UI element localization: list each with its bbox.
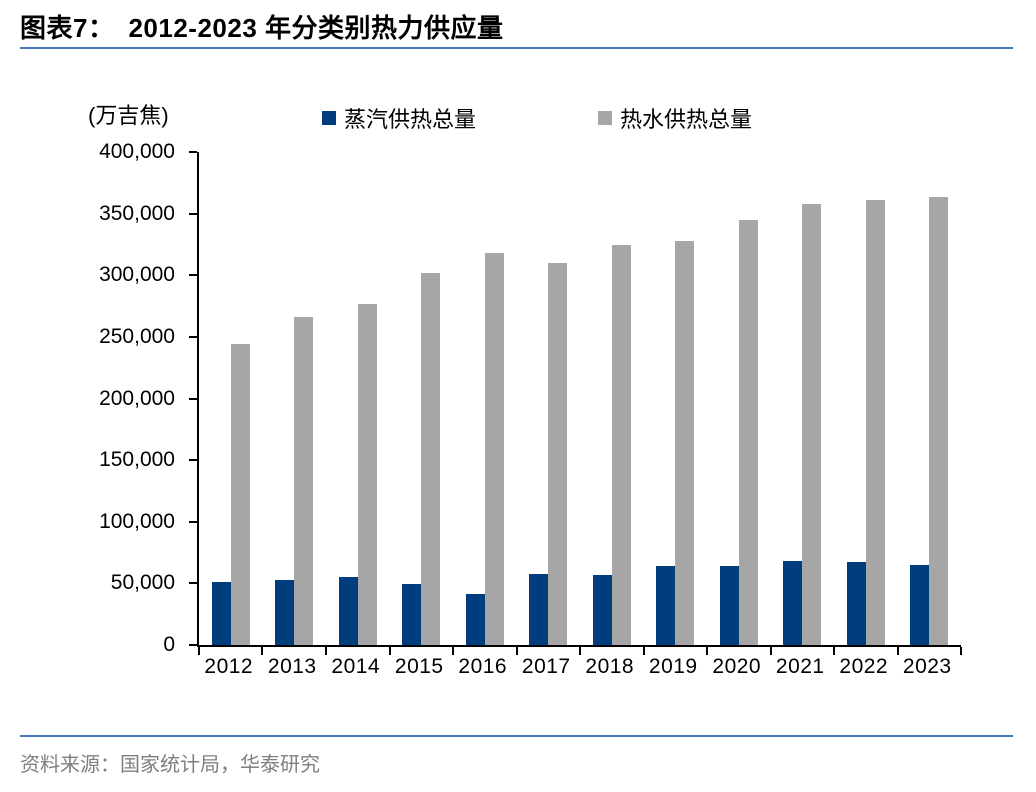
bar-group-2015 bbox=[390, 152, 454, 645]
x-axis-tick bbox=[388, 647, 391, 655]
y-axis-tick-labels: 0 50,000 100,000 150,000 200,000 250,000 300,0… bbox=[60, 141, 175, 656]
title-divider-line bbox=[20, 47, 1013, 49]
x-axis-label-2022: 2022 bbox=[839, 655, 889, 678]
figure-title: 图表7： 2012-2023 年分类别热力供应量 bbox=[20, 8, 1012, 45]
steam-bar-2012 bbox=[211, 582, 231, 645]
hotwater-legend-swatch-icon bbox=[598, 111, 613, 125]
x-axis-label-2018: 2018 bbox=[585, 655, 635, 678]
bar-group-2022 bbox=[834, 152, 898, 645]
steam-bar-2016 bbox=[465, 594, 485, 645]
y-axis-unit-label: (万吉焦) bbox=[88, 103, 169, 128]
bar-group-2021 bbox=[771, 152, 835, 645]
x-axis-tick bbox=[960, 647, 962, 655]
bar-groups bbox=[199, 152, 961, 645]
hotwater-bar-2018 bbox=[611, 245, 631, 645]
source-note: 资料来源：国家统计局，华泰研究 bbox=[20, 754, 320, 776]
x-axis-tick bbox=[198, 647, 200, 655]
x-axis-label-2014: 2014 bbox=[331, 655, 381, 678]
x-axis-label-2021: 2021 bbox=[775, 655, 825, 678]
hotwater-bar-2017 bbox=[548, 263, 568, 645]
y-axis-tick-label: 400,000 bbox=[99, 140, 175, 163]
y-axis-tick-label: 0 bbox=[163, 633, 175, 656]
steam-bar-2023 bbox=[910, 565, 930, 645]
figure-title-text: 2012-2023 年分类别热力供应量 bbox=[128, 13, 504, 43]
steam-legend-swatch-icon bbox=[322, 111, 336, 125]
bar-group-2016 bbox=[453, 152, 517, 645]
y-axis-tick-label: 200,000 bbox=[99, 386, 175, 410]
x-axis-tick bbox=[705, 647, 708, 655]
x-axis-tick bbox=[579, 647, 581, 655]
y-axis-tick bbox=[189, 459, 197, 462]
plot-area bbox=[189, 151, 962, 655]
x-axis-tick bbox=[833, 647, 835, 655]
hotwater-bar-2014 bbox=[357, 304, 377, 645]
bar-group-2023 bbox=[898, 152, 962, 645]
bar-group-2017 bbox=[517, 152, 581, 645]
y-axis-tick bbox=[189, 151, 197, 153]
x-axis-tick bbox=[515, 647, 518, 655]
bar-group-2012 bbox=[199, 152, 263, 645]
x-axis-label-2020: 2020 bbox=[712, 655, 762, 678]
y-axis-tick bbox=[189, 582, 197, 585]
x-axis-tick bbox=[769, 647, 772, 655]
steam-bar-2017 bbox=[529, 574, 549, 645]
hotwater-bar-2016 bbox=[484, 253, 504, 645]
x-axis-label-2017: 2017 bbox=[521, 655, 571, 678]
bar-group-2019 bbox=[644, 152, 708, 645]
footer-divider-line bbox=[20, 735, 1013, 737]
figure-header: 图表7： 2012-2023 年分类别热力供应量 bbox=[20, 8, 1012, 45]
bar-group-2014 bbox=[326, 152, 390, 645]
hotwater-bar-2021 bbox=[802, 204, 822, 645]
hotwater-bar-2020 bbox=[738, 220, 758, 645]
figure-number-label: 图表7： bbox=[20, 13, 115, 43]
y-axis-tick bbox=[189, 274, 197, 277]
x-axis-tick bbox=[324, 647, 327, 655]
steam-bar-2019 bbox=[656, 566, 676, 645]
hotwater-bar-2012 bbox=[230, 344, 250, 645]
legend-entry-hotwater: 热水供热总量 bbox=[598, 102, 752, 134]
legend-entry-steam: 蒸汽供热总量 bbox=[322, 102, 476, 134]
steam-bar-2013 bbox=[275, 580, 295, 645]
y-axis-tick-label: 150,000 bbox=[99, 448, 175, 472]
steam-bar-2021 bbox=[783, 561, 803, 645]
x-axis-label-2023: 2023 bbox=[902, 655, 952, 678]
hotwater-bar-2022 bbox=[865, 200, 885, 645]
y-axis-tick bbox=[189, 397, 197, 400]
y-axis-tick bbox=[189, 335, 197, 338]
steam-bar-2018 bbox=[592, 575, 612, 645]
y-axis-tick-label: 350,000 bbox=[99, 201, 175, 225]
hotwater-bar-2023 bbox=[929, 197, 949, 645]
legend-label-hotwater: 热水供热总量 bbox=[620, 107, 753, 132]
y-axis-tick-label: 250,000 bbox=[99, 324, 175, 348]
x-axis-tick bbox=[896, 647, 899, 655]
hotwater-bar-2019 bbox=[675, 241, 695, 645]
x-axis-label-2013: 2013 bbox=[267, 655, 317, 678]
y-axis-tick bbox=[189, 520, 197, 523]
y-axis-tick-label: 100,000 bbox=[99, 509, 175, 533]
hotwater-bar-2013 bbox=[294, 317, 314, 645]
steam-bar-2014 bbox=[338, 577, 358, 645]
bar-group-2013 bbox=[263, 152, 327, 645]
steam-bar-2015 bbox=[402, 584, 422, 645]
y-axis-tick bbox=[189, 212, 197, 215]
x-axis-label-2019: 2019 bbox=[648, 655, 698, 678]
y-axis-tick-label: 50,000 bbox=[110, 571, 175, 595]
steam-bar-2020 bbox=[719, 566, 739, 645]
x-axis-label-2015: 2015 bbox=[394, 655, 444, 678]
hotwater-bar-2015 bbox=[421, 273, 441, 645]
x-axis-tick bbox=[261, 647, 264, 655]
y-axis-tick bbox=[189, 644, 197, 646]
legend-label-steam: 蒸汽供热总量 bbox=[344, 107, 477, 132]
steam-bar-2022 bbox=[846, 562, 866, 645]
x-axis-tick bbox=[642, 647, 645, 655]
y-axis-tick-label: 300,000 bbox=[99, 263, 175, 287]
chart-legend: 蒸汽供热总量 热水供热总量 bbox=[322, 102, 752, 134]
bar-group-2018 bbox=[580, 152, 644, 645]
x-axis-tick-labels: 2012 2013 2014 2015 2016 2017 2018 2019 2020 2021… bbox=[197, 655, 959, 679]
x-axis-label-2016: 2016 bbox=[458, 655, 508, 678]
x-axis-label-2012: 2012 bbox=[204, 655, 254, 678]
bar-group-2020 bbox=[707, 152, 771, 645]
x-axis-tick bbox=[451, 647, 454, 655]
